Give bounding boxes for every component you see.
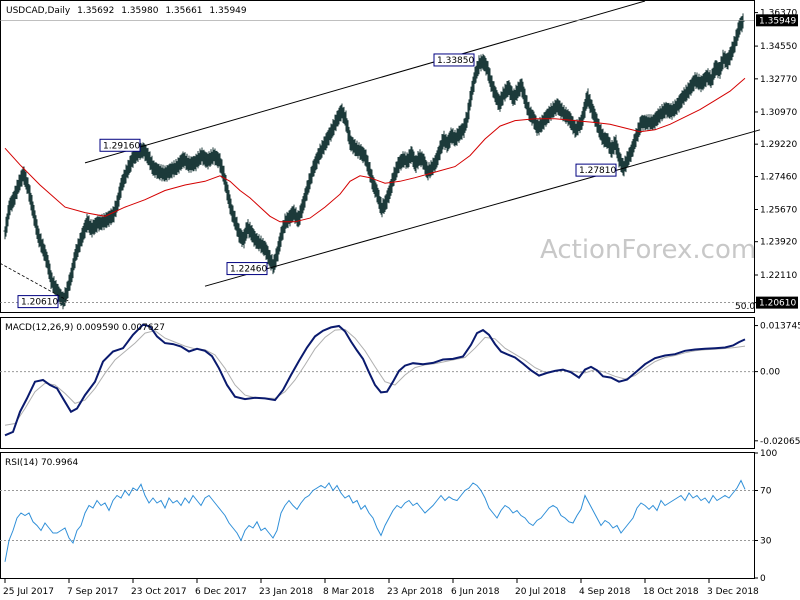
time-axis-tick: 18 Oct 2018 (643, 587, 699, 597)
rsi-axis-tick: 100 (760, 449, 777, 459)
rsi-lines (0, 479, 754, 562)
channel-line (204, 129, 761, 287)
price-overlays (0, 0, 761, 303)
macd-lines (0, 323, 754, 437)
time-axis-tick: 4 Sep 2018 (579, 587, 631, 597)
price-axis-tick: 1.29220 (760, 140, 797, 150)
time-axis-tick: 7 Sep 2017 (67, 587, 118, 597)
time-axis-tick: 3 Dec 2018 (707, 587, 759, 597)
header-open: 1.35692 (77, 6, 114, 16)
price-annotations: 1.29160 1.22460 1.33850 1.27810 1.20610 (17, 53, 617, 309)
rsi-axis-tick: 30 (760, 537, 772, 547)
channel-line (84, 0, 646, 164)
time-axis-tick: 25 Jul 2017 (3, 587, 54, 597)
svg-text:1.22460: 1.22460 (230, 265, 267, 275)
price-axis-tick: 1.32770 (760, 75, 797, 85)
price-annotation: 1.27810 (575, 163, 617, 177)
macd-axis-tick: 0.013745 (760, 322, 800, 332)
rsi-title: RSI(14) 70.9964 (5, 458, 78, 468)
svg-text:1.33850: 1.33850 (437, 56, 474, 66)
rsi-axis-tick: 70 (760, 487, 772, 497)
macd-signal-line (4, 328, 746, 426)
svg-text:1.20610: 1.20610 (21, 298, 58, 308)
svg-text:1.35949: 1.35949 (759, 16, 796, 26)
macd-line (4, 323, 746, 437)
svg-text:1.29160: 1.29160 (103, 141, 140, 151)
price-axis-tick: 1.27460 (760, 173, 797, 183)
header-low: 1.35661 (165, 6, 202, 16)
header-close: 1.35949 (209, 6, 246, 16)
time-axis-tick: 23 Apr 2018 (387, 587, 443, 597)
macd-axis-tick: -0.020652 (760, 437, 800, 447)
macd-panel-frame (0, 317, 755, 449)
macd-axis: 0.013745 0.00 -0.020652 (754, 322, 800, 447)
rsi-line (4, 479, 746, 562)
time-axis: 25 Jul 2017 7 Sep 2017 23 Oct 2017 6 Dec 20… (3, 579, 759, 597)
price-axis-tick: 1.23920 (760, 238, 797, 248)
rsi-axis: 100 70 30 0 (754, 449, 777, 584)
price-annotation: 1.20610 (17, 295, 59, 309)
time-axis-tick: 23 Jan 2018 (259, 587, 313, 597)
price-axis: 1.36370 1.34550 1.32770 1.30970 1.29220 1.274… (754, 9, 798, 309)
time-axis-tick: 20 Jul 2018 (515, 587, 566, 597)
rsi-axis-tick: 0 (760, 574, 766, 584)
price-axis-marker: 1.35949 (756, 14, 798, 27)
price-axis-tick: 1.22110 (760, 271, 797, 281)
level-label: 50.0 (735, 302, 755, 312)
rsi-panel: RSI(14) 70.9964 (0, 452, 755, 579)
time-axis-tick: 8 Mar 2018 (323, 587, 375, 597)
header-high: 1.35980 (121, 6, 158, 16)
price-axis-tick: 1.30970 (760, 108, 797, 118)
svg-text:1.27810: 1.27810 (579, 166, 616, 176)
price-axis-tick: 1.25670 (760, 205, 797, 215)
macd-axis-tick: 0.00 (760, 368, 780, 378)
price-axis-tick: 1.36370 (760, 9, 797, 19)
svg-text:1.20610: 1.20610 (759, 299, 796, 309)
price-annotation: 1.29160 (99, 138, 141, 152)
price-annotation: 1.33850 (433, 53, 475, 67)
price-panel-frame (0, 0, 755, 313)
time-axis-tick: 6 Dec 2017 (195, 587, 247, 597)
price-panel: ActionForex.com 1.291601.224601.338501.2… (0, 0, 761, 313)
rsi-panel-frame (0, 452, 755, 579)
time-axis-tick: 23 Oct 2017 (131, 587, 187, 597)
header-symbol: USDCAD,Daily (6, 6, 71, 16)
price-axis-tick: 1.34550 (760, 42, 797, 52)
macd-title: MACD(12,26,9) 0.009590 0.007627 (5, 323, 165, 333)
time-axis-tick: 6 Jun 2018 (451, 587, 500, 597)
price-annotation: 1.22460 (226, 262, 268, 276)
macd-panel: MACD(12,26,9) 0.009590 0.007627 (0, 317, 755, 449)
price-axis-marker: 1.20610 (756, 296, 798, 309)
watermark: ActionForex.com (540, 235, 756, 265)
price-bars (3, 13, 745, 310)
chart-header: USDCAD,Daily 1.35692 1.35980 1.35661 1.3… (6, 6, 247, 16)
moving-average-line (4, 77, 746, 223)
price-bar (741, 13, 745, 29)
